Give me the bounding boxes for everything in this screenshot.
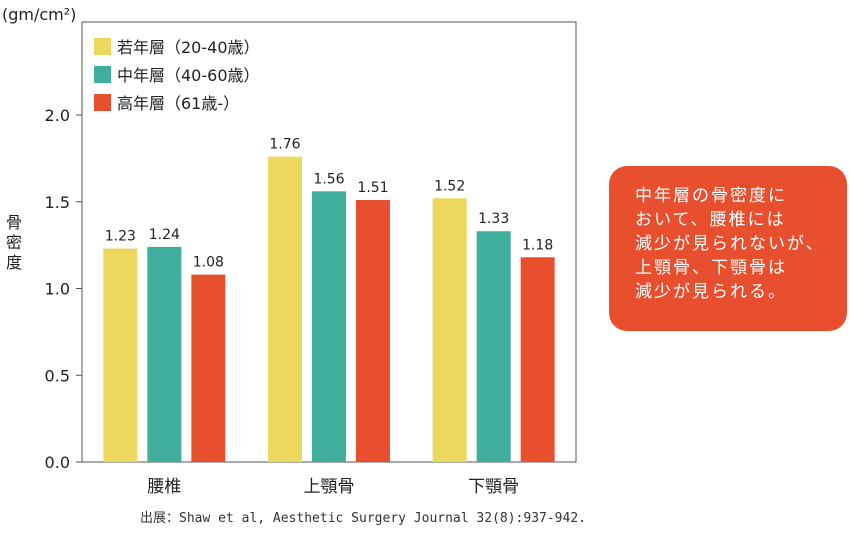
annotation-line: おいて、腰椎には [635, 210, 786, 230]
bar-value-label: 1.76 [269, 137, 300, 153]
bar [312, 191, 346, 462]
bar-value-label: 1.33 [478, 211, 509, 227]
bar [103, 248, 138, 462]
bar [476, 231, 511, 462]
source-citation: 出展：Shaw et al, Aesthetic Surgery Journal… [140, 511, 586, 526]
annotation-line: 中年層の骨密度に [635, 186, 787, 206]
bar-value-label: 1.52 [434, 178, 465, 194]
bar-value-label: 1.18 [522, 237, 553, 253]
bar-value-label: 1.56 [313, 171, 344, 187]
bar-value-label: 1.08 [193, 255, 224, 271]
bar [356, 200, 390, 462]
legend-label: 若年層（20-40歳） [117, 38, 260, 57]
x-tick-label: 上顎骨 [304, 477, 355, 497]
x-tick-label: 下顎骨 [468, 477, 519, 497]
y-axis-title-char: 骨 [6, 213, 22, 232]
x-tick-group: 腰椎 上顎骨 下顎骨 [147, 477, 519, 497]
y-tick-label: 0.5 [45, 366, 70, 385]
legend-label: 高年層（61歳-） [117, 94, 239, 113]
legend-swatch [94, 38, 111, 55]
annotation-line: 減少が見られないが、 [635, 234, 825, 254]
bar [147, 246, 182, 462]
bar [432, 198, 467, 462]
legend: 若年層（20-40歳） 中年層（40-60歳） 高年層（61歳-） [94, 38, 260, 113]
bar [268, 156, 302, 462]
bar-chart: (gm/cm²) 骨密度 0.0 0.5 1.0 1.5 2.0 1.23 1.24 1.0… [2, 5, 577, 497]
bar-value-label: 1.23 [105, 229, 136, 245]
legend-swatch [94, 66, 111, 83]
x-tick-label: 腰椎 [147, 477, 181, 497]
bar-value-label: 1.24 [149, 227, 180, 243]
y-axis-title-char: 度 [6, 253, 22, 272]
bar [191, 274, 226, 462]
y-tick-label: 0.0 [45, 453, 70, 472]
annotation-box: 中年層の骨密度に おいて、腰椎には 減少が見られないが、 上顎骨、下顎骨は 減少… [609, 166, 847, 331]
y-tick-label: 1.5 [45, 193, 70, 212]
y-axis-title-char: 密 [6, 233, 22, 252]
y-tick-group: 0.0 0.5 1.0 1.5 2.0 [45, 106, 82, 472]
legend-label: 中年層（40-60歳） [117, 66, 260, 85]
y-tick-label: 1.0 [45, 280, 70, 299]
legend-swatch [94, 94, 111, 111]
annotation-line: 減少が見られる。 [635, 282, 787, 302]
y-unit-label: (gm/cm²) [2, 5, 76, 24]
bar [520, 257, 555, 462]
y-tick-label: 2.0 [45, 106, 70, 125]
annotation-line: 上顎骨、下顎骨は [635, 258, 787, 278]
y-axis-title: 骨密度 [6, 213, 22, 272]
bar-group: 1.23 1.24 1.08 1.76 1.56 1.51 1.52 1.33 1.18 [103, 137, 555, 462]
bar-value-label: 1.51 [357, 180, 388, 196]
